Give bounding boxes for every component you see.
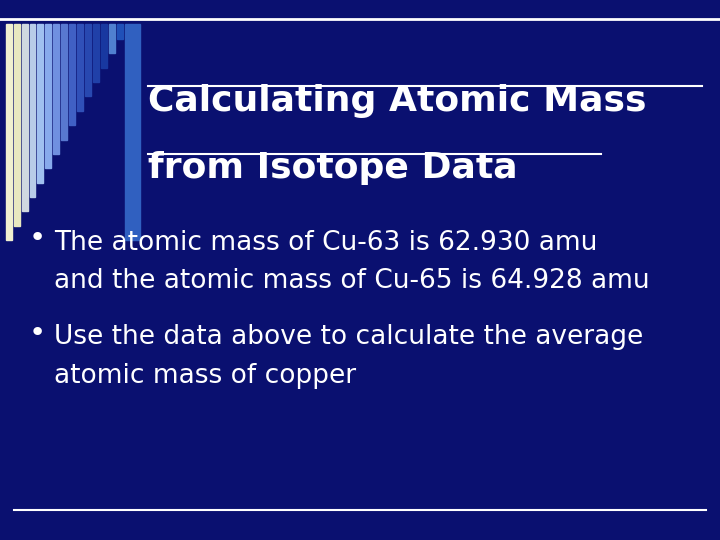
Text: •: •: [29, 319, 46, 347]
Text: from Isotope Data: from Isotope Data: [148, 151, 517, 185]
Polygon shape: [37, 24, 43, 183]
Text: •: •: [29, 224, 46, 252]
Text: Calculating Atomic Mass: Calculating Atomic Mass: [148, 84, 646, 118]
Polygon shape: [93, 24, 99, 82]
Polygon shape: [6, 24, 12, 240]
Polygon shape: [45, 24, 51, 168]
Text: Use the data above to calculate the average: Use the data above to calculate the aver…: [54, 324, 643, 350]
Polygon shape: [53, 24, 59, 154]
Polygon shape: [77, 24, 83, 111]
Polygon shape: [30, 24, 35, 197]
Text: atomic mass of copper: atomic mass of copper: [54, 363, 356, 389]
Polygon shape: [22, 24, 27, 212]
Polygon shape: [61, 24, 67, 139]
Polygon shape: [101, 24, 107, 68]
Polygon shape: [109, 24, 114, 53]
Polygon shape: [117, 24, 122, 39]
Polygon shape: [14, 24, 19, 226]
Polygon shape: [69, 24, 75, 125]
Text: The atomic mass of Cu-63 is 62.930 amu: The atomic mass of Cu-63 is 62.930 amu: [54, 230, 598, 255]
Polygon shape: [85, 24, 91, 96]
Polygon shape: [125, 24, 140, 240]
Text: and the atomic mass of Cu-65 is 64.928 amu: and the atomic mass of Cu-65 is 64.928 a…: [54, 268, 649, 294]
